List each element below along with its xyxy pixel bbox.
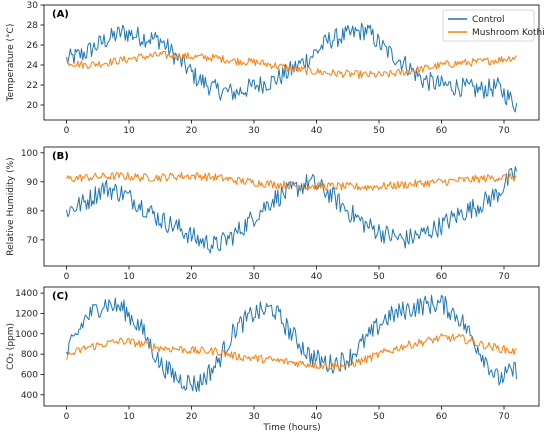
- x-tick-label: 60: [436, 126, 448, 136]
- x-tick-label: 50: [373, 272, 385, 282]
- panel-label: (C): [52, 291, 68, 302]
- y-tick-label: 1000: [15, 330, 38, 340]
- legend-label: Control: [472, 15, 505, 25]
- y-tick-label: 90: [27, 178, 39, 188]
- y-tick-label: 70: [27, 236, 39, 246]
- x-tick-label: 30: [248, 126, 260, 136]
- x-tick-label: 10: [123, 272, 135, 282]
- x-tick-label: 40: [311, 126, 323, 136]
- legend-box: [442, 9, 535, 42]
- legend: Control Mushroom Kothi: [442, 9, 545, 42]
- x-tick-label: 30: [248, 412, 260, 422]
- x-tick-label: 50: [373, 412, 385, 422]
- series-line-control: [66, 294, 517, 393]
- y-tick-label: 24: [27, 61, 39, 71]
- y-tick-label: 22: [27, 81, 38, 91]
- x-tick-label: 50: [373, 126, 385, 136]
- x-tick-label: 0: [64, 412, 70, 422]
- x-tick-label: 30: [248, 272, 260, 282]
- y-tick-label: 28: [27, 21, 39, 31]
- panel-2: 70 80 90 100 0 10 20 30 40 50 60 70 Relative Humidit…: [6, 146, 540, 282]
- panel-1: 20 22 24 26 28 30 0 10 20 30 40 50 60 70 Temperature (…: [6, 1, 545, 136]
- legend-label: Mushroom Kothi: [472, 28, 545, 38]
- x-tick-label: 20: [186, 126, 198, 136]
- y-tick-label: 600: [21, 370, 38, 380]
- x-tick-label: 60: [436, 412, 448, 422]
- axes-frame: [43, 286, 540, 407]
- series-line-control: [66, 22, 517, 113]
- x-tick-label: 60: [436, 272, 448, 282]
- panel-label: (A): [52, 9, 69, 20]
- series-line-mushroom-kothi: [66, 333, 517, 371]
- y-tick-label: 400: [21, 391, 38, 401]
- y-axis-label: CO₂ (ppm): [6, 323, 16, 370]
- series-line-mushroom-kothi: [66, 51, 517, 79]
- x-tick-label: 70: [498, 272, 510, 282]
- panel-3: 400 600 800 1000 1200 1400 0 10 20 30 40 50 60 70 CO₂ …: [6, 286, 540, 422]
- y-tick-label: 800: [21, 350, 38, 360]
- x-tick-label: 20: [186, 412, 198, 422]
- y-tick-label: 20: [27, 101, 39, 111]
- y-tick-label: 1400: [15, 289, 38, 299]
- x-tick-label: 0: [64, 126, 70, 136]
- y-axis-label: Temperature (°C): [6, 24, 16, 103]
- axes-frame: [43, 146, 540, 267]
- x-tick-label: 10: [123, 126, 135, 136]
- y-tick-label: 26: [27, 41, 39, 51]
- y-axis-label: Relative Humidity (%): [6, 157, 16, 255]
- series-line-control: [66, 166, 517, 254]
- x-tick-label: 0: [64, 272, 70, 282]
- series-line-mushroom-kothi: [66, 172, 517, 191]
- y-tick-label: 100: [21, 149, 38, 159]
- y-tick-label: 80: [27, 207, 39, 217]
- y-tick-label: 1200: [15, 309, 38, 319]
- x-tick-label: 40: [311, 412, 323, 422]
- axes-frame: [43, 4, 540, 121]
- x-tick-label: 20: [186, 272, 198, 282]
- x-axis-label: Time (hours): [262, 423, 320, 433]
- x-tick-label: 10: [123, 412, 135, 422]
- x-tick-label: 40: [311, 272, 323, 282]
- panel-label: (B): [52, 151, 69, 162]
- x-tick-label: 70: [498, 412, 510, 422]
- y-tick-label: 30: [27, 1, 39, 11]
- x-tick-label: 70: [498, 126, 510, 136]
